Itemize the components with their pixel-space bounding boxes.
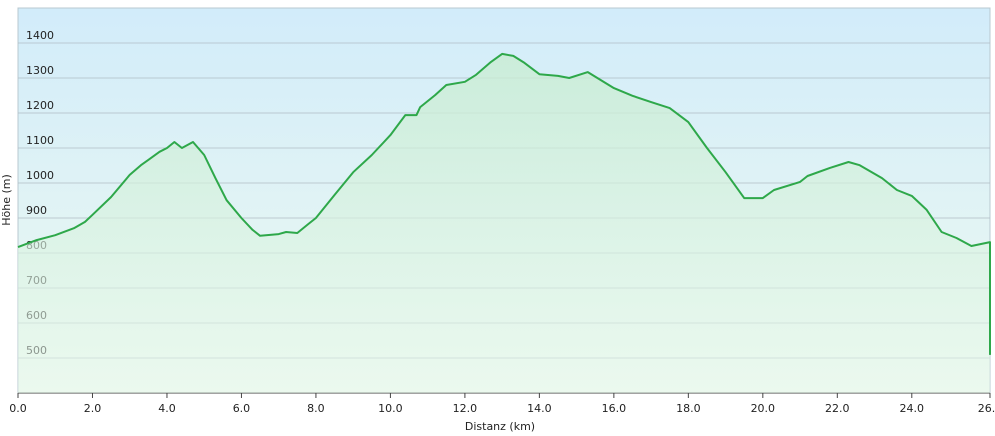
y-tick-label: 1100 — [26, 134, 54, 147]
x-tick-label: 10.0 — [378, 402, 403, 415]
x-tick-label: 2.0 — [84, 402, 102, 415]
y-tick-label: 1000 — [26, 169, 54, 182]
y-tick-label: 1300 — [26, 64, 54, 77]
x-tick-label: 14.0 — [527, 402, 552, 415]
x-tick-label: 4.0 — [158, 402, 176, 415]
y-tick-label: 900 — [26, 204, 47, 217]
x-tick-label: 0.0 — [9, 402, 27, 415]
area-fill — [18, 53, 990, 394]
x-tick-label: 8.0 — [307, 402, 325, 415]
y-tick-label: 1400 — [26, 29, 54, 42]
x-tick-label: 24.0 — [900, 402, 925, 415]
x-axis-title: Distanz (km) — [465, 420, 535, 433]
y-axis-title: Höhe (m) — [0, 174, 13, 226]
x-tick-label: 6.0 — [233, 402, 251, 415]
x-tick-label: 20.0 — [751, 402, 776, 415]
x-tick-label: 26.1 — [978, 402, 995, 415]
x-tick-label: 16.0 — [602, 402, 627, 415]
y-tick-label: 1200 — [26, 99, 54, 112]
elevation-line — [17, 52, 991, 355]
x-tick-label: 12.0 — [453, 402, 478, 415]
x-tick-label: 18.0 — [676, 402, 701, 415]
x-tick-label: 22.0 — [825, 402, 850, 415]
